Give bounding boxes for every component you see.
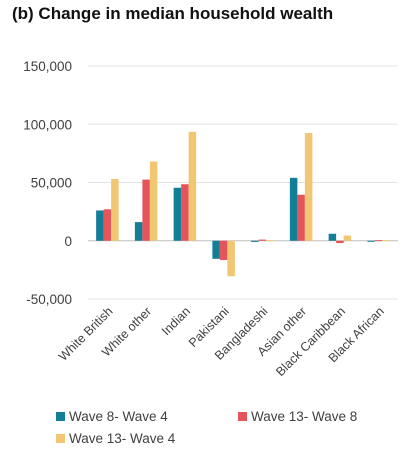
- bar: [336, 240, 344, 244]
- y-axis-ticks: 150,000 100,000 50,000 0 -50,000: [23, 59, 72, 307]
- bar: [297, 194, 305, 241]
- legend-swatch: [238, 412, 247, 421]
- legend-item-wave13-wave8: Wave 13- Wave 8: [238, 409, 357, 424]
- bar: [134, 222, 143, 241]
- bar: [96, 210, 104, 241]
- bar: [149, 161, 158, 241]
- legend-swatch: [56, 434, 65, 443]
- y-tick-label: 150,000: [23, 59, 72, 74]
- bar: [188, 131, 197, 241]
- legend-label: Wave 13- Wave 4: [69, 431, 176, 446]
- bar: [289, 177, 298, 241]
- y-tick-label: 50,000: [31, 176, 72, 191]
- bar: [258, 239, 267, 241]
- bar: [103, 209, 112, 241]
- bar: [343, 235, 352, 241]
- legend-label: Wave 13- Wave 8: [251, 409, 358, 424]
- bars: [96, 131, 390, 277]
- bar: [251, 240, 259, 242]
- bar: [328, 233, 337, 241]
- bar-chart: 150,000 100,000 50,000 0 -50,000 White Briti…: [23, 59, 398, 379]
- x-tick-label: Black Caribbean: [273, 304, 348, 379]
- y-tick-label: 100,000: [23, 117, 72, 132]
- bar: [173, 187, 182, 241]
- bar: [111, 179, 119, 241]
- bar: [367, 240, 375, 242]
- chart-title: (b) Change in median household wealth: [12, 4, 334, 23]
- legend-item-wave8-wave4: Wave 8- Wave 4: [56, 409, 168, 424]
- bar: [304, 132, 313, 241]
- bar: [266, 240, 274, 242]
- bar: [227, 240, 235, 277]
- bar: [382, 240, 390, 242]
- bar: [181, 184, 189, 241]
- bar: [219, 240, 228, 260]
- bar: [212, 240, 220, 259]
- gridlines: [88, 65, 398, 300]
- legend-item-wave13-wave4: Wave 13- Wave 4: [56, 431, 175, 446]
- bar: [142, 179, 150, 241]
- x-tick-label: Indian: [159, 304, 193, 338]
- y-tick-label: -50,000: [26, 292, 72, 307]
- y-tick-label: 0: [64, 234, 72, 249]
- legend-swatch: [56, 412, 65, 421]
- bar: [374, 240, 383, 242]
- legend-label: Wave 8- Wave 4: [69, 409, 168, 424]
